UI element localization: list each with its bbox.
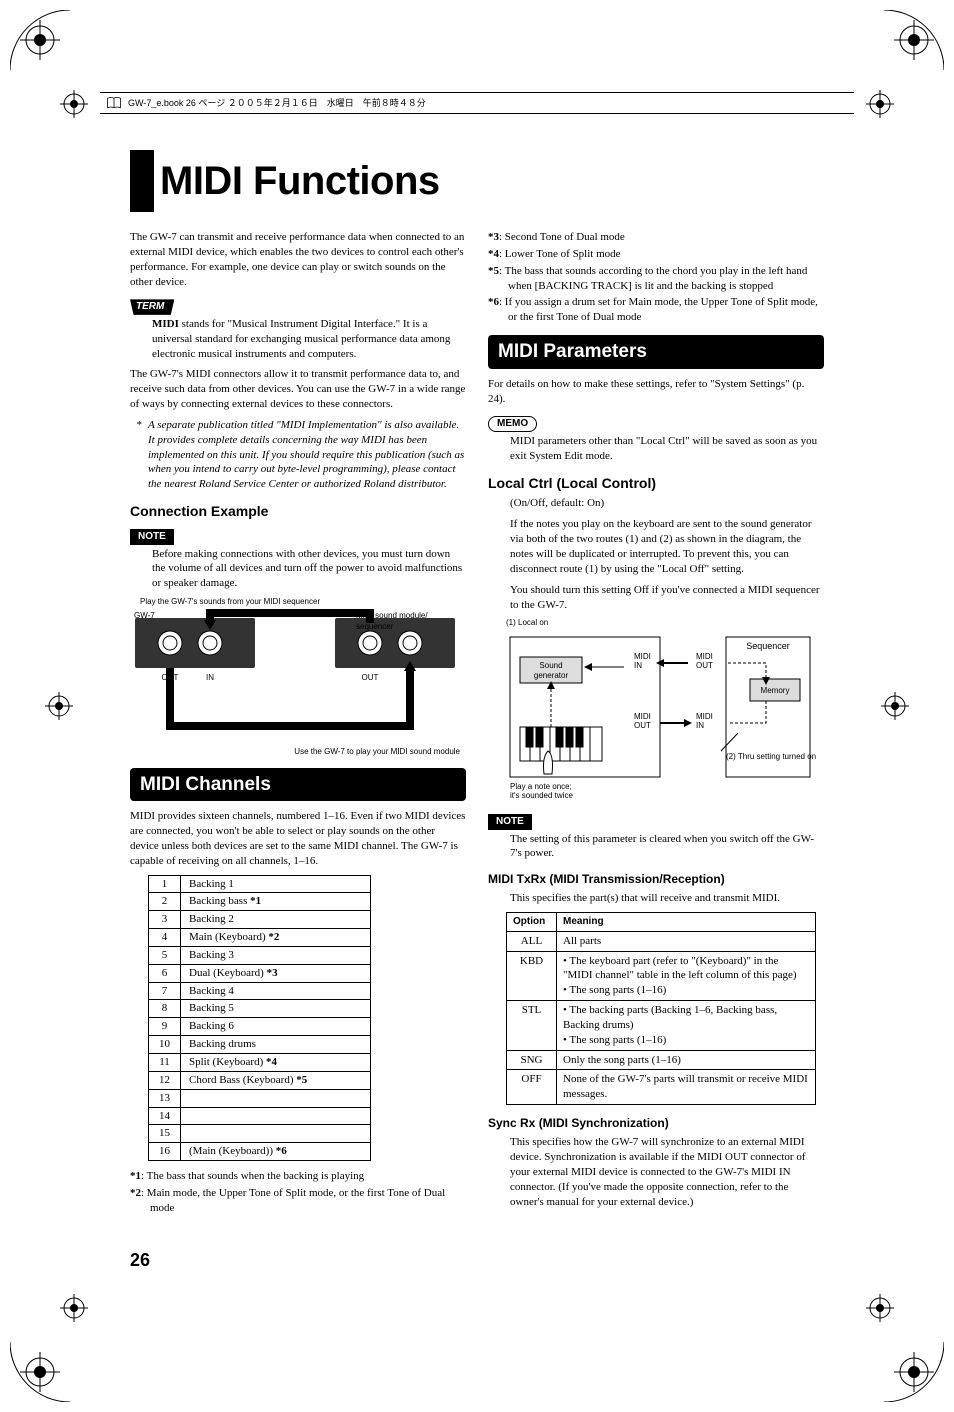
svg-text:IN: IN: [696, 721, 704, 730]
syncrx-body: This specifies how the GW-7 will synchro…: [510, 1135, 824, 1209]
midi-parameters-body: For details on how to make these setting…: [488, 377, 824, 407]
txrx-heading: MIDI TxRx (MIDI Transmission/Reception): [488, 871, 824, 887]
table-row: 8Backing 5: [149, 1000, 371, 1018]
table-row: 7Backing 4: [149, 982, 371, 1000]
diag-bottom-caption: Use the GW-7 to play your MIDI sound mod…: [130, 747, 460, 758]
table-row: 1Backing 1: [149, 875, 371, 893]
local-ctrl-default: (On/Off, default: On): [510, 496, 824, 511]
intro-paragraph: The GW-7 can transmit and receive perfor…: [130, 230, 466, 289]
memo-tag: MEMO: [488, 416, 537, 432]
footnote: *2: Main mode, the Upper Tone of Split m…: [130, 1186, 466, 1216]
diag-top-caption: Play the GW-7's sounds from your MIDI se…: [140, 597, 466, 608]
midi-channels-heading: MIDI Channels: [130, 768, 466, 802]
footnotes-right: *3: Second Tone of Dual mode *4: Lower To…: [488, 230, 824, 325]
print-header-strip: GW-7_e.book 26 ページ ２００５年２月１６日 水曜日 午前８時４８…: [100, 92, 854, 114]
table-row: 3Backing 2: [149, 911, 371, 929]
crop-target-tr: [884, 10, 944, 70]
local-diag-title: (1) Local on: [506, 618, 824, 629]
svg-text:OUT: OUT: [362, 673, 379, 682]
book-icon: [106, 96, 122, 110]
svg-text:OUT: OUT: [634, 721, 651, 730]
svg-text:IN: IN: [206, 673, 214, 682]
right-column: *3: Second Tone of Dual mode *4: Lower To…: [488, 230, 824, 1218]
page-title-block: MIDI Functions: [130, 150, 824, 212]
footnote: *5: The bass that sounds according to th…: [488, 264, 824, 294]
page-title: MIDI Functions: [160, 154, 440, 208]
svg-text:Sound: Sound: [539, 661, 562, 670]
svg-text:MIDI: MIDI: [696, 652, 713, 661]
left-column: The GW-7 can transmit and receive perfor…: [130, 230, 466, 1218]
svg-text:generator: generator: [534, 671, 569, 680]
registration-mark: [45, 692, 73, 720]
footnote: *4: Lower Tone of Split mode: [488, 247, 824, 262]
connection-note: Before making connections with other dev…: [152, 547, 466, 592]
table-row: 16(Main (Keyboard)) *6: [149, 1143, 371, 1161]
txrx-body: This specifies the part(s) that will rec…: [510, 891, 824, 906]
table-row: KBD• The keyboard part (refer to "(Keybo…: [507, 951, 816, 1001]
table-row: 9Backing 6: [149, 1018, 371, 1036]
table-row: 15: [149, 1125, 371, 1143]
title-accent-bar: [130, 150, 154, 212]
svg-text:MIDI: MIDI: [634, 652, 651, 661]
registration-mark: [60, 90, 88, 118]
svg-text:Play a note once;: Play a note once;: [510, 782, 572, 791]
svg-text:OUT: OUT: [696, 661, 713, 670]
term-tag: TERM: [130, 299, 174, 315]
table-row: 5Backing 3: [149, 946, 371, 964]
local-on-diagram: (1) Local on Sound generator: [506, 618, 824, 804]
table-row: SNGOnly the song parts (1–16): [507, 1050, 816, 1070]
star-note: A separate publication titled "MIDI Impl…: [148, 418, 466, 492]
connection-diagram: Play the GW-7's sounds from your MIDI se…: [130, 597, 466, 757]
txrx-col-option: Option: [507, 913, 557, 932]
svg-text:MIDI: MIDI: [634, 712, 651, 721]
page-number: 26: [130, 1248, 824, 1272]
svg-text:Sequencer: Sequencer: [746, 641, 790, 651]
local-ctrl-body1: If the notes you play on the keyboard ar…: [510, 517, 824, 576]
svg-text:MIDI: MIDI: [696, 712, 713, 721]
footnotes-left: *1: The bass that sounds when the backin…: [130, 1169, 466, 1216]
table-row: 4Main (Keyboard) *2: [149, 929, 371, 947]
midi-channels-body: MIDI provides sixteen channels, numbered…: [130, 809, 466, 868]
channel-table: 1Backing 12Backing bass *13Backing 24Mai…: [148, 875, 371, 1162]
txrx-col-meaning: Meaning: [557, 913, 816, 932]
footnote: *3: Second Tone of Dual mode: [488, 230, 824, 245]
local-ctrl-heading: Local Ctrl (Local Control): [488, 474, 824, 493]
svg-text:IN: IN: [634, 661, 642, 670]
table-row: OFFNone of the GW-7's parts will transmi…: [507, 1070, 816, 1105]
header-strip-text: GW-7_e.book 26 ページ ２００５年２月１６日 水曜日 午前８時４８…: [128, 97, 426, 109]
table-row: STL• The backing parts (Backing 1–6, Bac…: [507, 1001, 816, 1051]
registration-mark: [60, 1294, 88, 1322]
table-row: 10Backing drums: [149, 1036, 371, 1054]
svg-text:(2) Thru setting turned on: (2) Thru setting turned on: [726, 752, 816, 761]
svg-text:Memory: Memory: [761, 686, 790, 695]
after-term-paragraph: The GW-7's MIDI connectors allow it to t…: [130, 367, 466, 412]
connection-example-heading: Connection Example: [130, 502, 466, 521]
table-row: 6Dual (Keyboard) *3: [149, 964, 371, 982]
table-row: 11Split (Keyboard) *4: [149, 1053, 371, 1071]
local-ctrl-body2: You should turn this setting Off if you'…: [510, 583, 824, 613]
table-row: 14: [149, 1107, 371, 1125]
term-body: MIDI stands for "Musical Instrument Digi…: [152, 317, 466, 362]
table-row: 2Backing bass *1: [149, 893, 371, 911]
table-row: 12Chord Bass (Keyboard) *5: [149, 1071, 371, 1089]
footnote: *6: If you assign a drum set for Main mo…: [488, 295, 824, 325]
txrx-table: Option Meaning ALLAll partsKBD• The keyb…: [506, 912, 816, 1105]
registration-mark: [866, 1294, 894, 1322]
local-on-diagram-svg: Sound generator: [506, 629, 816, 799]
table-row: 13: [149, 1089, 371, 1107]
registration-mark: [866, 90, 894, 118]
note-tag: NOTE: [488, 814, 532, 830]
local-note: The setting of this parameter is cleared…: [510, 832, 824, 862]
crop-target-tl: [10, 10, 70, 70]
registration-mark: [881, 692, 909, 720]
memo-body: MIDI parameters other than "Local Ctrl" …: [510, 434, 824, 464]
connection-diagram-svg: OUT IN OUT IN: [130, 608, 460, 738]
table-row: ALLAll parts: [507, 931, 816, 951]
footnote: *1: The bass that sounds when the backin…: [130, 1169, 466, 1184]
note-tag: NOTE: [130, 529, 174, 545]
svg-text:it's sounded twice: it's sounded twice: [510, 791, 573, 799]
syncrx-heading: Sync Rx (MIDI Synchronization): [488, 1115, 824, 1131]
midi-parameters-heading: MIDI Parameters: [488, 335, 824, 369]
